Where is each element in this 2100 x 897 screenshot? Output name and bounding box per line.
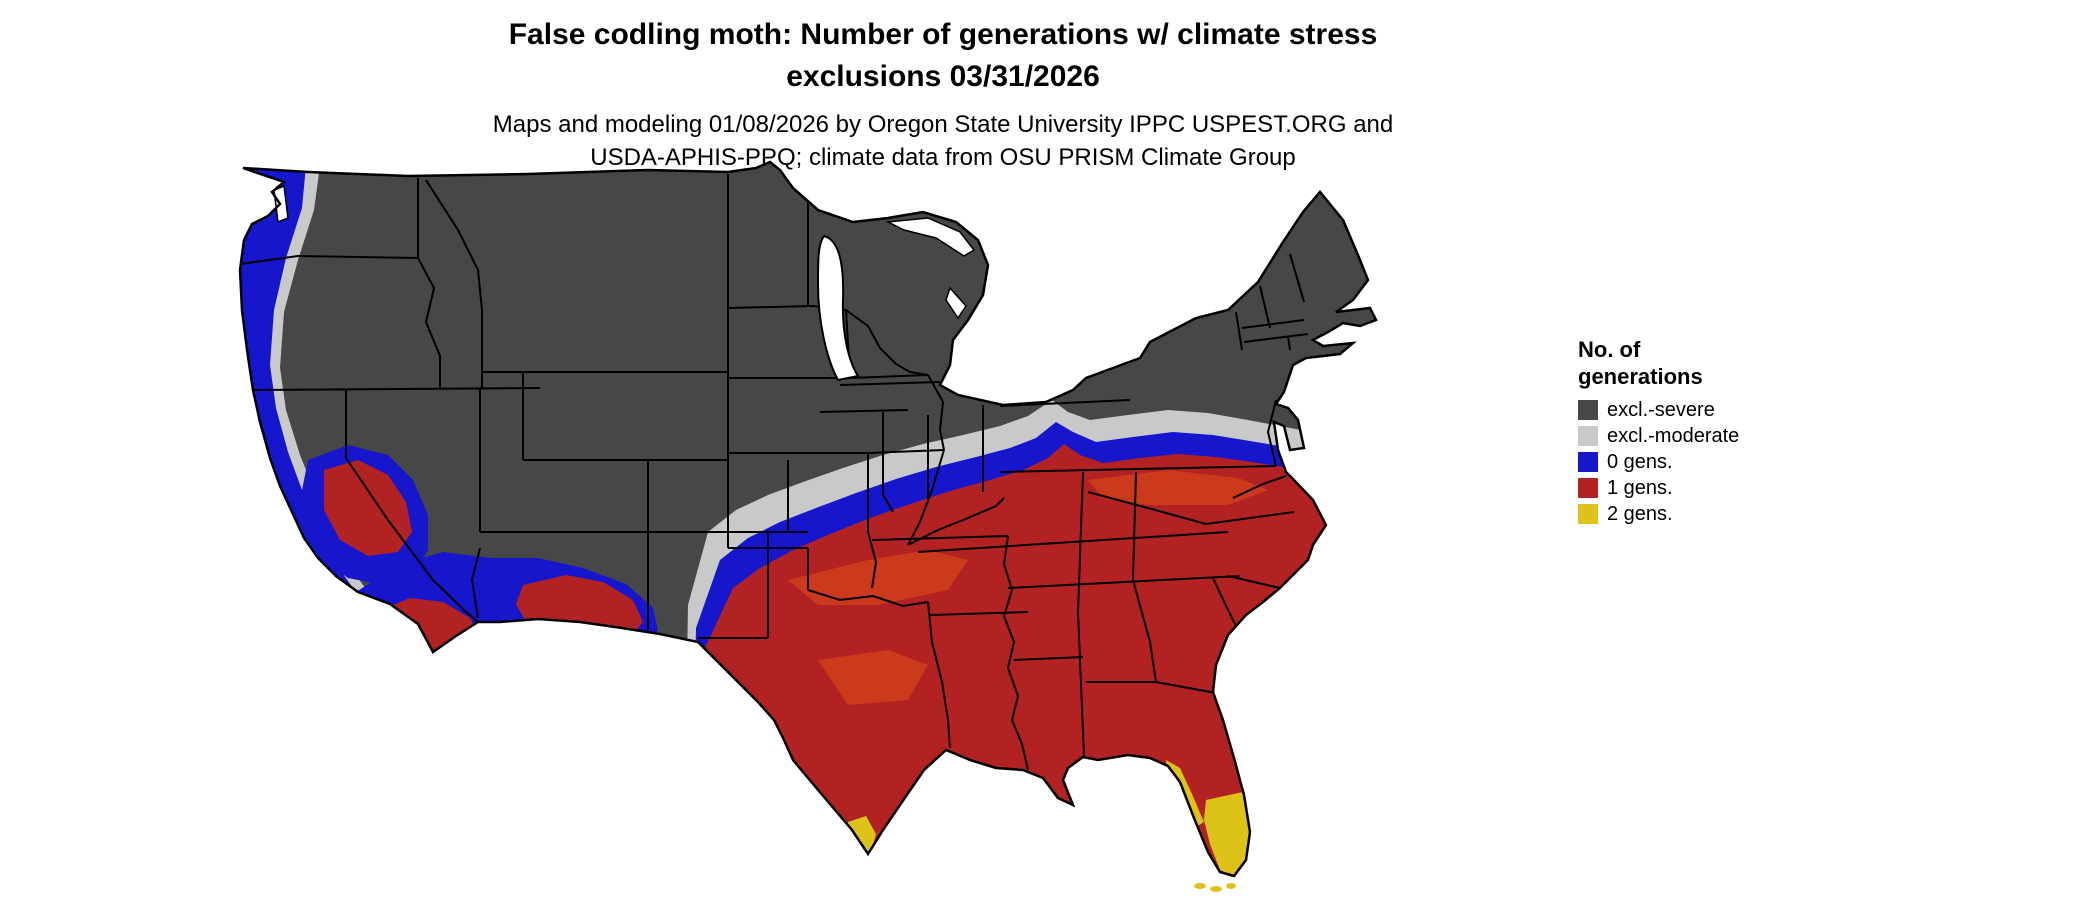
legend-label: 2 gens.: [1607, 503, 1673, 525]
legend-item: 2 gens.: [1578, 504, 1739, 524]
us-map: [238, 160, 1378, 892]
map-subtitle: Maps and modeling 01/08/2026 by Oregon S…: [0, 108, 1886, 174]
map-title-line2: exclusions 03/31/2026: [786, 60, 1100, 93]
florida-keys: [1194, 883, 1236, 892]
state-borders-plains: [727, 174, 951, 749]
legend-label: excl.-severe: [1607, 399, 1715, 421]
legend-title-line1: No. of: [1578, 337, 1641, 362]
legend-swatch-1-gens: [1578, 478, 1598, 498]
legend-item: 1 gens.: [1578, 478, 1739, 498]
us-outline: [238, 160, 1378, 878]
saginaw-bay: [945, 286, 967, 320]
region-1gens-hot-patch-ntx: [788, 550, 968, 605]
legend-swatch-2-gens: [1578, 504, 1598, 524]
region-2gens-south-florida: [1204, 792, 1256, 876]
legend-title-line2: generations: [1578, 364, 1703, 389]
lake-michigan: [816, 234, 860, 382]
legend-swatch-excl-severe: [1578, 400, 1598, 420]
map-figure: [228, 160, 1538, 892]
legend-label: 1 gens.: [1607, 477, 1673, 499]
map-subtitle-line1: Maps and modeling 01/08/2026 by Oregon S…: [492, 111, 1394, 138]
straits-of-mackinac: [885, 217, 976, 257]
legend-item: excl.-severe: [1578, 400, 1739, 420]
map-legend: No. of generations excl.-severe excl.-mo…: [1578, 336, 1739, 530]
map-subtitle-line2: USDA-APHIS-PPQ; climate data from OSU PR…: [590, 144, 1296, 171]
state-borders-south-east: [867, 253, 1309, 771]
region-1gens-central-valley: [324, 460, 412, 556]
state-borders-west: [240, 174, 808, 639]
legend-swatch-0-gens: [1578, 452, 1598, 472]
legend-title: No. of generations: [1578, 336, 1739, 390]
region-1gens-hot-patch-stx: [818, 650, 928, 705]
title-block: False codling moth: Number of generation…: [0, 14, 1886, 174]
legend-item: 0 gens.: [1578, 452, 1739, 472]
map-title-line1: False codling moth: Number of generation…: [508, 18, 1378, 51]
legend-label: 0 gens.: [1607, 451, 1673, 473]
legend-item: excl.-moderate: [1578, 426, 1739, 446]
legend-label: excl.-moderate: [1607, 425, 1740, 447]
legend-swatch-excl-moderate: [1578, 426, 1598, 446]
region-1gens-south: [698, 444, 1358, 876]
region-1gens-hot-patch-southeast: [1088, 470, 1268, 505]
